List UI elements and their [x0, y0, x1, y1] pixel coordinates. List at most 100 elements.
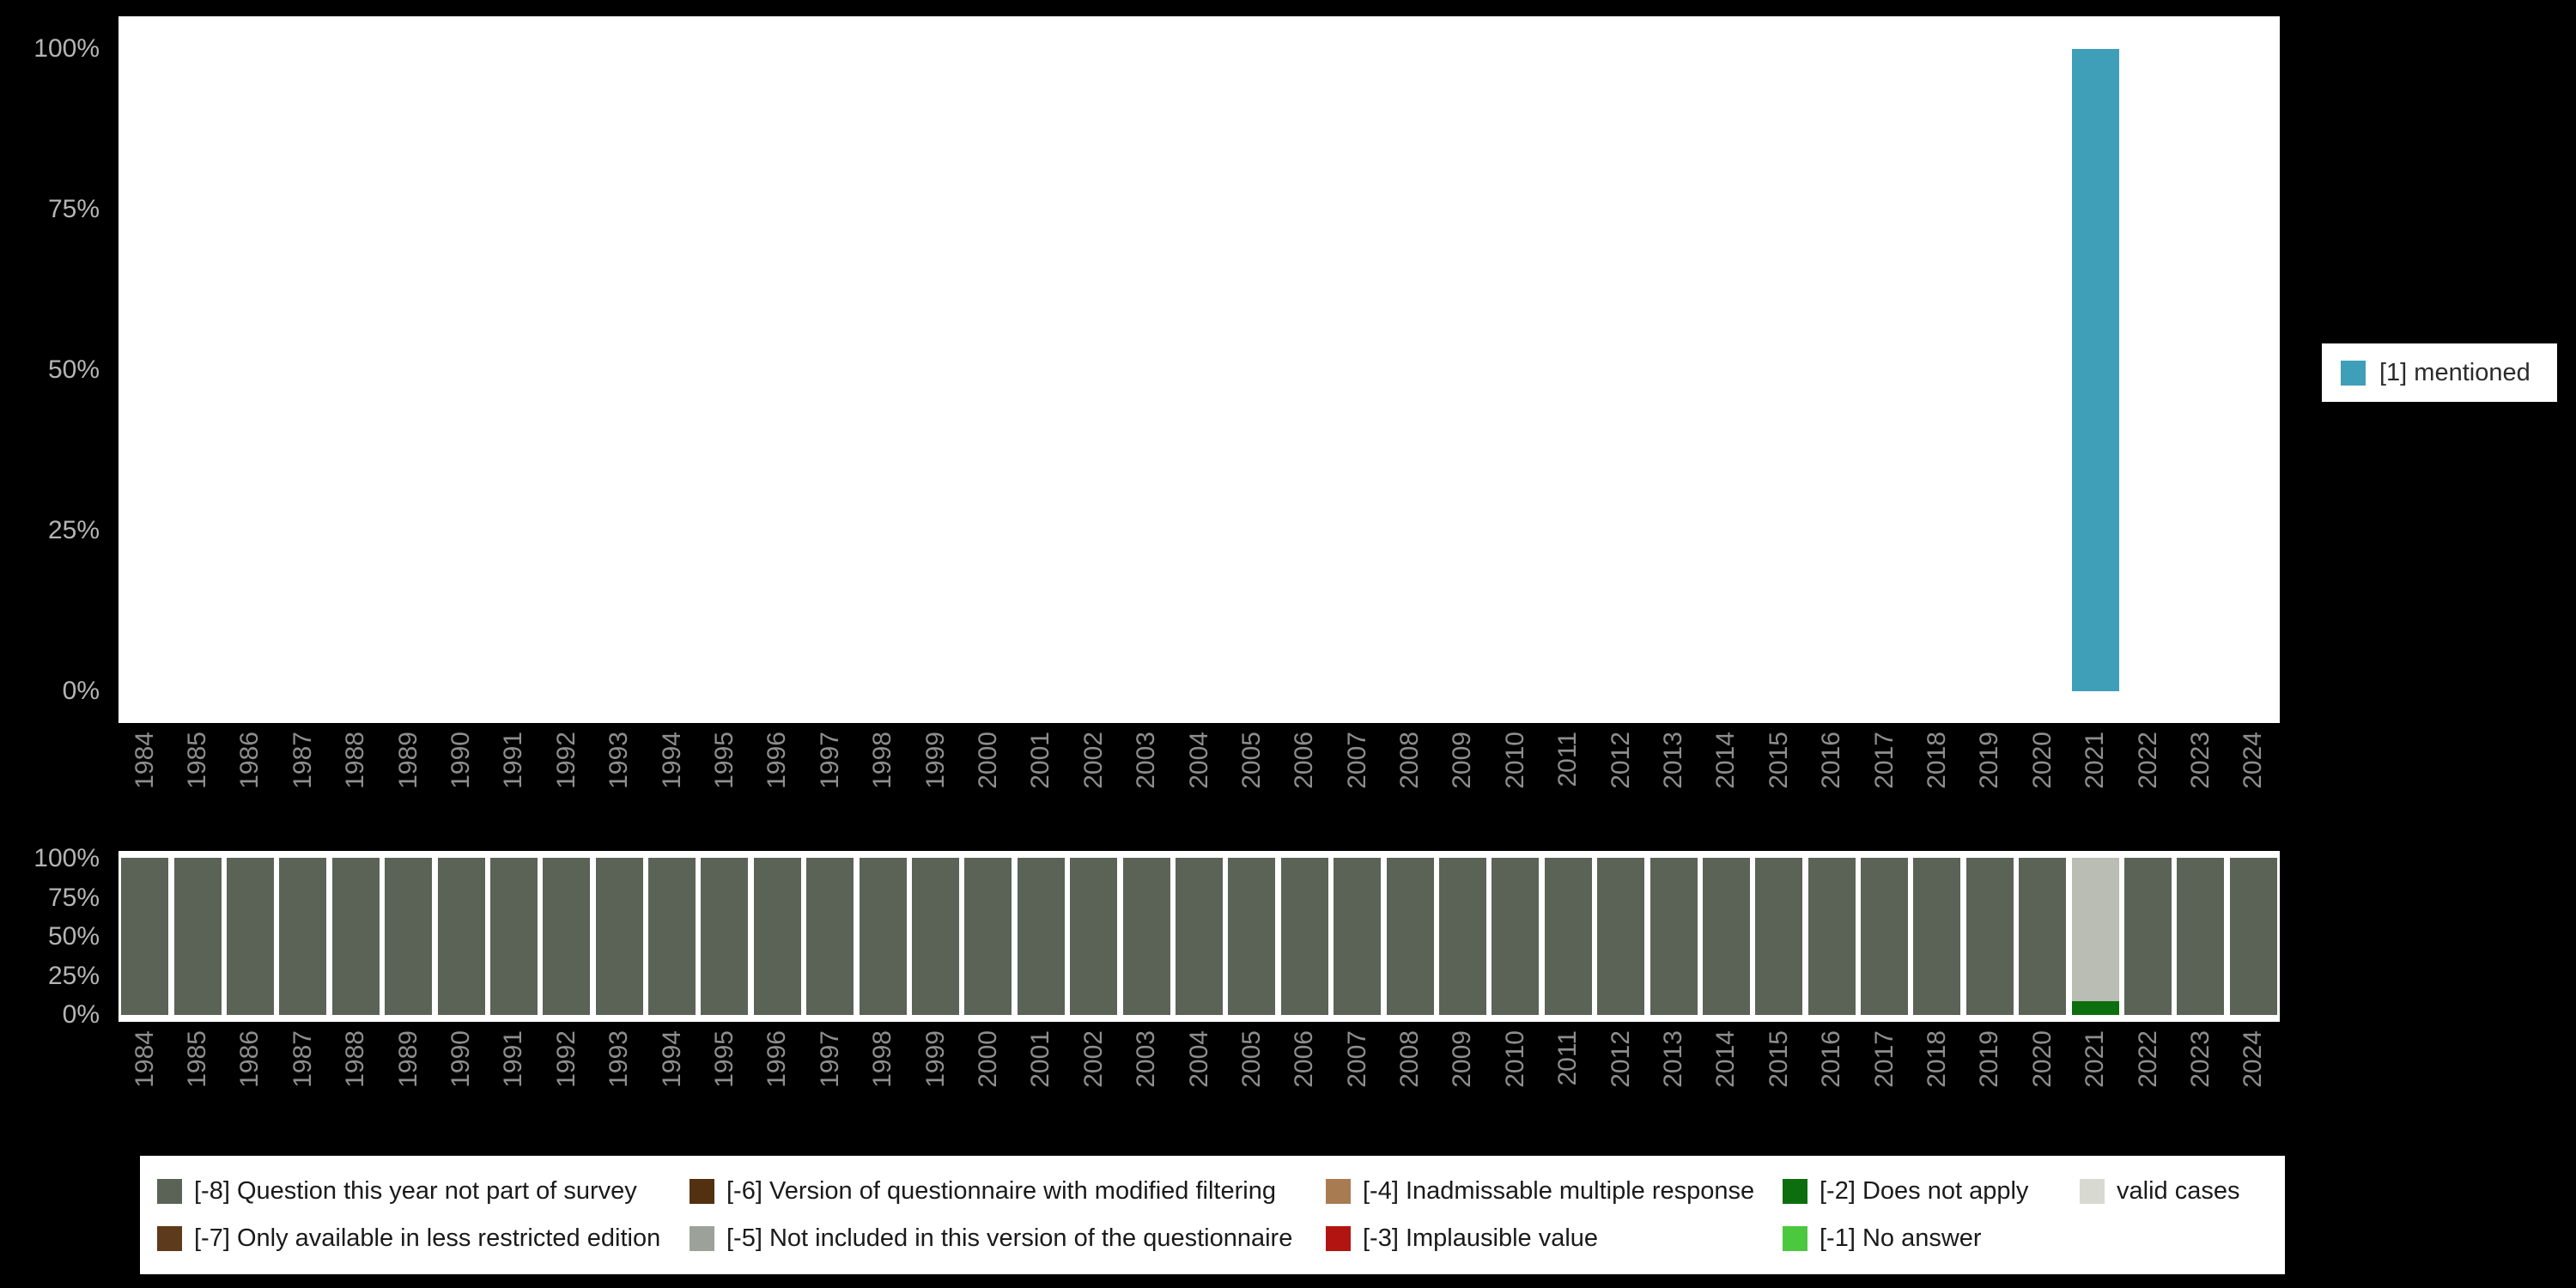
x-tick-slot: 1987	[276, 732, 329, 833]
x-tick-slot: 2024	[2227, 1030, 2280, 1132]
x-tick-slot: 1994	[646, 732, 698, 833]
y-tick-label: 100%	[33, 844, 100, 872]
x-tick-slot: 1991	[488, 732, 540, 833]
bar-segment-1993	[595, 858, 643, 1015]
bar-slot-1993	[593, 49, 646, 691]
x-tick-slot: 2009	[1437, 732, 1489, 833]
x-tick-label-1988: 1988	[341, 732, 370, 789]
legend-swatch	[1783, 1226, 1807, 1251]
bar-slot-1986	[224, 49, 276, 691]
legend-label: [-1] No answer	[1820, 1224, 1982, 1252]
bar-slot-2015	[1753, 858, 1805, 1015]
x-tick-label-1997: 1997	[815, 732, 844, 789]
x-tick-label-2007: 2007	[1342, 1030, 1371, 1088]
x-tick-slot: 2020	[2016, 732, 2069, 833]
x-tick-label-2000: 2000	[973, 1030, 1002, 1088]
x-tick-slot: 2015	[1753, 732, 1805, 833]
bar-segment-2023	[2177, 858, 2225, 1015]
legend-label: [-8] Question this year not part of surv…	[194, 1177, 637, 1205]
x-tick-label-2009: 2009	[1448, 1030, 1477, 1088]
x-tick-label-2022: 2022	[2133, 732, 2162, 789]
y-tick-label: 50%	[47, 922, 100, 951]
bar-segment-2010	[1492, 858, 1540, 1015]
bar-slot-1996	[751, 858, 804, 1015]
x-tick-label-2002: 2002	[1078, 1030, 1108, 1088]
x-tick-label-1997: 1997	[815, 1030, 844, 1088]
x-tick-label-1998: 1998	[868, 732, 897, 789]
x-tick-slot: 1984	[118, 732, 171, 833]
legend-swatch	[1326, 1179, 1351, 1204]
bar-slot-2001	[1015, 49, 1067, 691]
missing-values-legend: [-8] Question this year not part of surv…	[140, 1156, 2285, 1274]
bar-segment-1999	[912, 858, 960, 1015]
x-tick-slot: 1987	[276, 1030, 329, 1132]
bar-slot-2022	[2122, 858, 2174, 1015]
bar-segment-2012	[1597, 858, 1645, 1015]
x-tick-slot: 2009	[1437, 1030, 1489, 1132]
bar-slot-1992	[540, 49, 592, 691]
x-tick-slot: 2002	[1067, 732, 1120, 833]
legend-item: [-3] Implausible value	[1326, 1224, 1783, 1253]
x-tick-label-1990: 1990	[447, 732, 476, 789]
bar-slot-1994	[646, 49, 698, 691]
x-tick-slot: 2003	[1120, 732, 1172, 833]
bar-slot-1995	[698, 49, 750, 691]
bar-slot-1990	[434, 49, 487, 691]
x-tick-label-2019: 2019	[1975, 732, 2004, 789]
x-tick-slot: 1986	[224, 1030, 276, 1132]
x-tick-label-2011: 2011	[1553, 1030, 1583, 1086]
x-tick-label-2001: 2001	[1026, 732, 1055, 789]
bar-slot-1985	[171, 49, 223, 691]
x-tick-label-2012: 2012	[1606, 732, 1635, 789]
bar-segment-1990	[437, 858, 485, 1015]
frequency-chart-y-axis: 100% 75% 50% 25% 0%	[0, 34, 108, 705]
x-tick-slot: 2008	[1383, 1030, 1436, 1132]
bar-segment-1998	[859, 858, 907, 1015]
x-tick-slot: 1999	[909, 732, 962, 833]
x-tick-label-1986: 1986	[235, 1030, 264, 1088]
bar-slot-2016	[1806, 858, 1858, 1015]
x-tick-slot: 2017	[1858, 732, 1911, 833]
x-tick-slot: 2012	[1595, 1030, 1647, 1132]
legend-item: [-7] Only available in less restricted e…	[157, 1224, 690, 1253]
bar-segment-2022	[2124, 858, 2172, 1015]
x-tick-slot: 1986	[224, 732, 276, 833]
x-tick-slot: 2005	[1225, 1030, 1278, 1132]
x-tick-slot: 1989	[382, 1030, 434, 1132]
x-tick-slot: 2008	[1383, 732, 1436, 833]
x-tick-label-2018: 2018	[1922, 1030, 1951, 1088]
bar-slot-2018	[1911, 858, 1963, 1015]
x-tick-slot: 2001	[1015, 1030, 1067, 1132]
x-tick-label-2013: 2013	[1659, 732, 1688, 789]
x-tick-slot: 2022	[2122, 1030, 2174, 1132]
x-tick-label-1990: 1990	[447, 1030, 476, 1088]
bar-slot-1990	[434, 858, 487, 1015]
x-tick-label-2020: 2020	[2027, 732, 2057, 789]
legend-swatch	[690, 1226, 714, 1251]
x-tick-slot: 2018	[1911, 732, 1963, 833]
bar-segment-2016	[1807, 858, 1856, 1015]
x-tick-slot: 2003	[1120, 1030, 1172, 1132]
bar-slot-1995	[698, 858, 750, 1015]
x-tick-slot: 1988	[330, 1030, 382, 1132]
x-tick-label-2001: 2001	[1026, 1030, 1055, 1088]
legend-swatch	[2080, 1179, 2105, 1204]
x-tick-label-2000: 2000	[973, 732, 1002, 789]
mentioned-legend-label: [1] mentioned	[2379, 358, 2530, 386]
bar-slot-2001	[1015, 858, 1067, 1015]
missing-chart-panel	[118, 851, 2280, 1022]
bar-slot-1991	[488, 858, 540, 1015]
bar-slot-2002	[1067, 858, 1120, 1015]
x-tick-slot: 2019	[1964, 1030, 2016, 1132]
x-tick-label-2013: 2013	[1659, 1030, 1688, 1088]
x-tick-label-2008: 2008	[1395, 1030, 1425, 1088]
x-tick-label-1987: 1987	[288, 1030, 317, 1088]
bar-segment-2000	[964, 858, 1012, 1015]
bar-slot-1992	[540, 858, 592, 1015]
x-tick-slot: 2000	[962, 732, 1014, 833]
bar-slot-2008	[1383, 49, 1436, 691]
bar-segment-2006	[1280, 858, 1328, 1015]
x-tick-label-2021: 2021	[2081, 732, 2110, 789]
x-tick-label-2020: 2020	[2027, 1030, 2057, 1088]
bar-segment-2021	[2071, 1000, 2119, 1015]
